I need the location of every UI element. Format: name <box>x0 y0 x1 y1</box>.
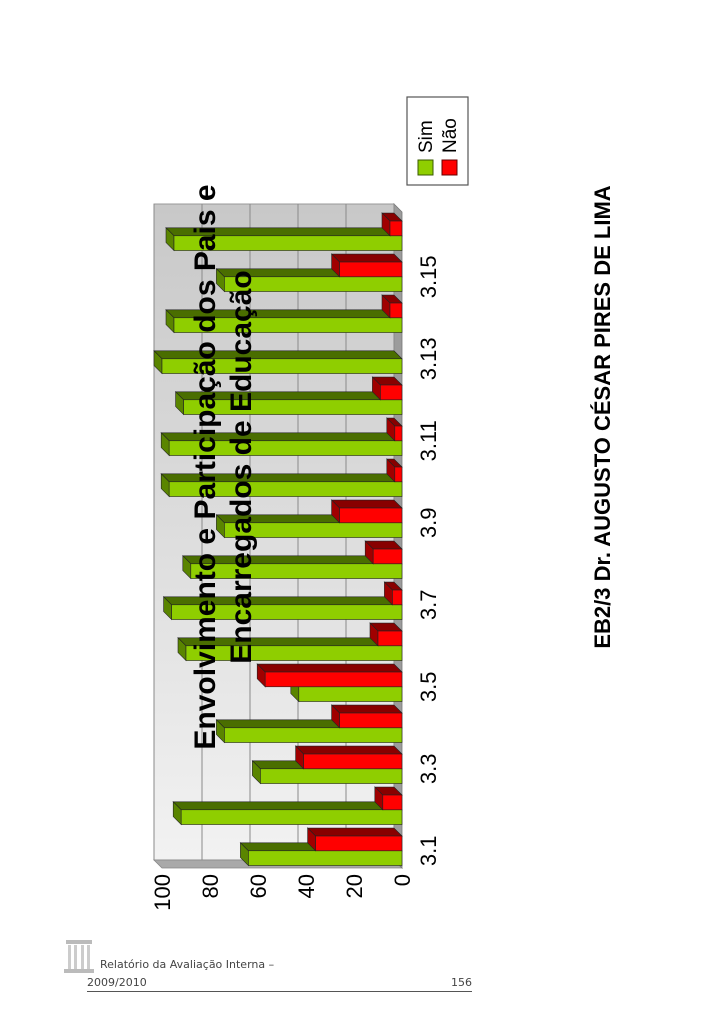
bar-nao-3.9 <box>330 499 403 524</box>
bar-sim-3.16 <box>165 227 403 252</box>
bar-nao-3.4 <box>330 704 403 729</box>
x-tick-label: 3.15 <box>416 255 441 298</box>
chart-title-line-1: Envolvimento e Participação dos Pais e <box>189 184 222 749</box>
bar-sim-3.6 <box>177 637 403 662</box>
bar-nao-3.7 <box>383 581 403 606</box>
bar-sim-3.10 <box>160 473 403 498</box>
footer-report-title: Relatório da Avaliação Interna – <box>100 958 275 971</box>
footer-rule <box>87 991 472 992</box>
legend-swatch-sim <box>417 159 434 176</box>
bar-sim-3.12 <box>174 391 403 416</box>
bar-nao-3.1 <box>306 827 403 852</box>
footer-year: 2009/2010 <box>87 976 147 989</box>
bar-sim-3.7 <box>162 596 403 621</box>
x-tick-label: 3.13 <box>416 337 441 380</box>
y-tick-label: 60 <box>246 874 271 898</box>
bar-sim-3.14 <box>165 309 403 334</box>
y-tick-label: 100 <box>150 874 175 911</box>
y-tick-label: 0 <box>390 874 415 886</box>
x-axis-ticks: 3.1 3.3 3.5 3.7 3.9 3.11 3.13 3.15 <box>416 255 441 866</box>
legend-label-sim: Sim <box>416 120 437 153</box>
bar-nao-3.11 <box>386 417 403 442</box>
bar-nao-3.6 <box>369 622 403 647</box>
bar-nao-3.5 <box>256 663 403 688</box>
bar-nao-3.2 <box>374 786 403 811</box>
page-footer: Relatório da Avaliação Interna – 2009/20… <box>62 936 472 996</box>
bars <box>153 212 403 867</box>
bar-sim-3.13 <box>153 350 403 375</box>
footer-page-number: 156 <box>451 976 472 989</box>
bar-sim-3.8 <box>182 555 403 580</box>
x-tick-label: 3.11 <box>416 420 441 461</box>
y-tick-label: 20 <box>342 874 367 898</box>
chart-title-line-2: Encarregados de Educação <box>225 270 258 664</box>
y-tick-label: 40 <box>294 874 319 898</box>
x-tick-label: 3.1 <box>416 835 441 866</box>
x-tick-label: 3.9 <box>416 507 441 538</box>
bar-nao-3.10 <box>386 458 403 483</box>
y-tick-label: 80 <box>198 874 223 898</box>
bar-sim-3.11 <box>160 432 403 457</box>
x-tick-label: 3.3 <box>416 753 441 784</box>
legend: Sim Não <box>406 96 469 186</box>
bar-nao-3.16 <box>381 212 403 237</box>
bar-nao-3.14 <box>381 294 403 319</box>
bar-sim-3.2 <box>172 801 403 826</box>
chart-subtitle: EB2/3 Dr. AUGUSTO CÉSAR PIRES DE LIMA <box>590 185 615 648</box>
y-axis-ticks: 0 20 40 60 80 100 <box>150 874 415 911</box>
legend-swatch-nao <box>441 159 458 176</box>
bar-nao-3.15 <box>330 253 403 278</box>
building-logo-icon <box>64 940 94 973</box>
legend-label-nao: Não <box>440 118 461 153</box>
bar-nao-3.8 <box>364 540 403 565</box>
x-tick-label: 3.7 <box>416 589 441 620</box>
bar-nao-3.12 <box>371 376 403 401</box>
bar-nao-3.3 <box>294 745 403 770</box>
x-tick-label: 3.5 <box>416 671 441 702</box>
